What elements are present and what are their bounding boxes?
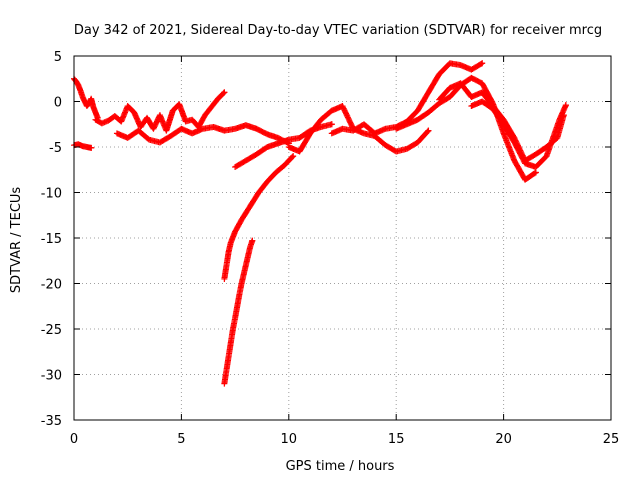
series-arc-b bbox=[71, 141, 95, 151]
x-tick-label: 5 bbox=[177, 432, 185, 447]
series-arc-d bbox=[113, 122, 292, 147]
y-tick-label: 0 bbox=[54, 96, 62, 111]
y-tick-label: -15 bbox=[41, 232, 62, 247]
data-point bbox=[221, 89, 228, 96]
data-point bbox=[88, 144, 95, 151]
x-tick-label: 25 bbox=[603, 432, 620, 447]
y-tick-label: -30 bbox=[41, 369, 62, 384]
y-tick-label: 5 bbox=[54, 50, 62, 65]
y-tick-label: -20 bbox=[41, 278, 62, 293]
data-point bbox=[477, 60, 484, 67]
y-tick-label: -10 bbox=[41, 187, 62, 202]
x-tick-label: 0 bbox=[70, 432, 78, 447]
series-arc-f bbox=[221, 237, 256, 387]
chart-title: Day 342 of 2021, Sidereal Day-to-day VTE… bbox=[74, 23, 602, 38]
data-point bbox=[562, 102, 569, 109]
y-tick-label: -5 bbox=[49, 141, 62, 156]
data-point bbox=[220, 90, 227, 97]
data-point bbox=[531, 170, 538, 177]
x-tick-label: 20 bbox=[495, 432, 512, 447]
data-point bbox=[479, 60, 486, 67]
series-arc-c bbox=[92, 89, 228, 134]
data-point bbox=[532, 169, 539, 176]
data-point bbox=[424, 128, 431, 135]
y-tick-label: -25 bbox=[41, 323, 62, 338]
series-arc-e bbox=[221, 153, 297, 282]
data-point bbox=[328, 121, 335, 128]
x-tick-label: 10 bbox=[281, 432, 298, 447]
data-point bbox=[425, 127, 432, 134]
data-points bbox=[71, 60, 569, 387]
y-tick-label: -35 bbox=[41, 414, 62, 429]
axis-ticks: 0 5 10 15 20 25 5 0 -5 -10 -15 -20 -25 -30 -35 bbox=[41, 50, 620, 447]
x-tick-label: 15 bbox=[388, 432, 405, 447]
data-point bbox=[289, 154, 296, 161]
x-axis-label: GPS time / hours bbox=[286, 459, 395, 474]
series-arc-a bbox=[71, 75, 101, 121]
y-axis-label: SDTVAR / TECUs bbox=[9, 187, 24, 294]
data-point bbox=[290, 153, 297, 160]
series-arc-l bbox=[468, 98, 569, 171]
series-arc-i bbox=[328, 60, 486, 137]
data-point bbox=[249, 237, 256, 244]
